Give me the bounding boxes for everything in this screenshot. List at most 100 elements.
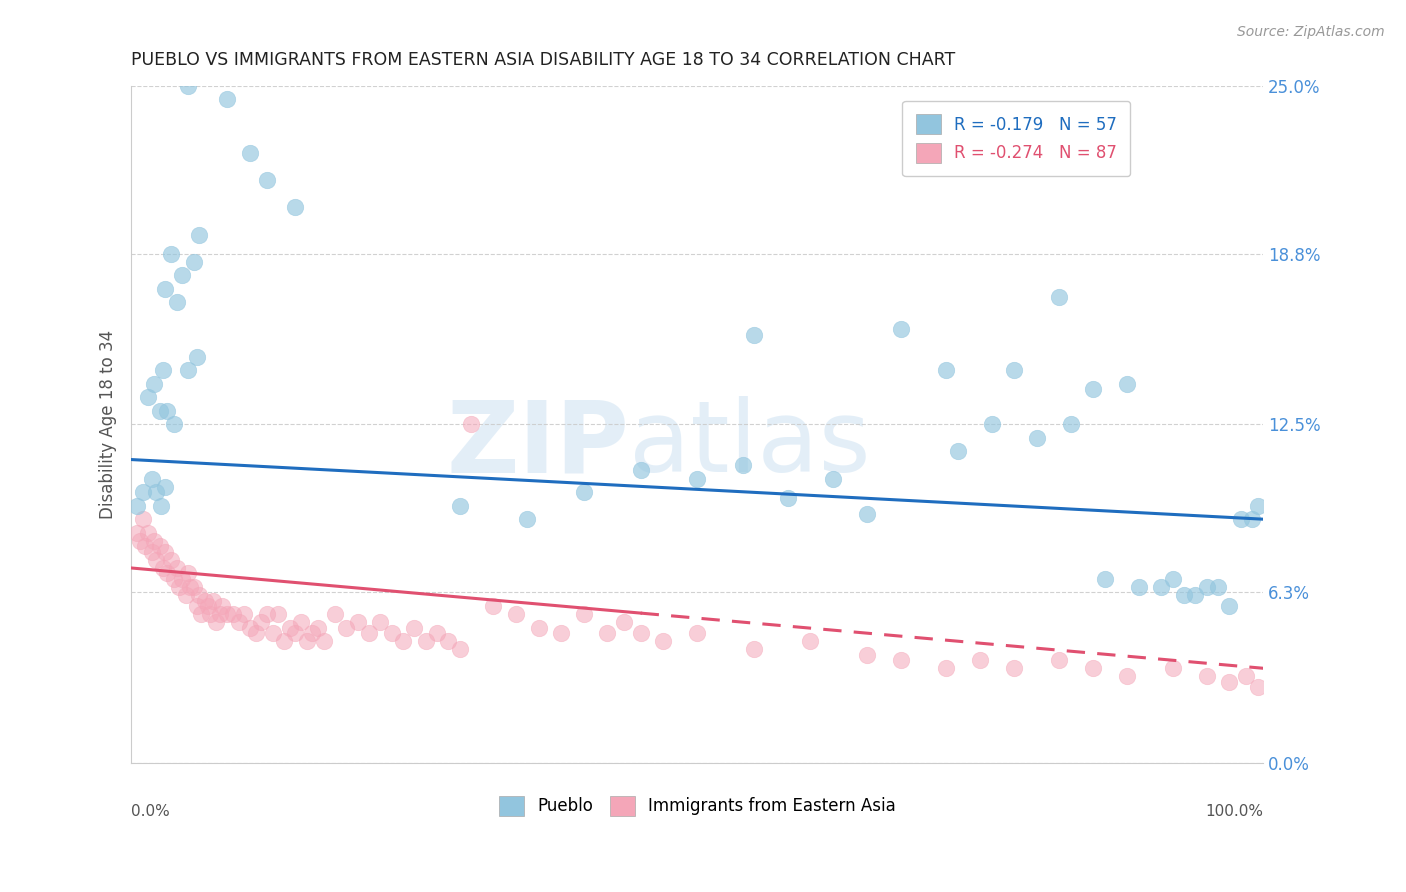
Point	[284, 626, 307, 640]
Point	[172, 572, 194, 586]
Point	[742, 642, 765, 657]
Point	[1049, 290, 1071, 304]
Point	[482, 599, 505, 613]
Point	[460, 417, 482, 432]
Point	[256, 607, 278, 621]
Point	[167, 580, 190, 594]
Point	[188, 588, 211, 602]
Point	[1116, 669, 1139, 683]
Point	[233, 607, 256, 621]
Point	[148, 539, 170, 553]
Point	[323, 607, 346, 621]
Text: PUEBLO VS IMMIGRANTS FROM EASTERN ASIA DISABILITY AGE 18 TO 34 CORRELATION CHART: PUEBLO VS IMMIGRANTS FROM EASTERN ASIA D…	[131, 51, 956, 69]
Point	[262, 626, 284, 640]
Point	[392, 634, 415, 648]
Point	[145, 485, 167, 500]
Point	[1094, 572, 1116, 586]
Point	[129, 533, 152, 548]
Point	[201, 593, 224, 607]
Point	[273, 634, 295, 648]
Point	[1229, 512, 1251, 526]
Point	[1240, 512, 1263, 526]
Point	[174, 588, 197, 602]
Point	[217, 92, 239, 106]
Point	[136, 525, 159, 540]
Point	[613, 615, 636, 630]
Point	[449, 499, 471, 513]
Point	[890, 653, 912, 667]
Point	[368, 615, 391, 630]
Point	[301, 626, 323, 640]
Point	[890, 322, 912, 336]
Point	[980, 417, 1002, 432]
Point	[1002, 363, 1025, 377]
Point	[357, 626, 380, 640]
Point	[404, 621, 426, 635]
Point	[437, 634, 460, 648]
Point	[278, 621, 301, 635]
Text: ZIP: ZIP	[447, 396, 630, 493]
Point	[307, 621, 329, 635]
Point	[152, 561, 174, 575]
Point	[136, 390, 159, 404]
Point	[186, 350, 208, 364]
Point	[1195, 669, 1218, 683]
Point	[125, 525, 148, 540]
Point	[1083, 661, 1105, 675]
Point	[295, 634, 318, 648]
Point	[415, 634, 437, 648]
Point	[1060, 417, 1083, 432]
Point	[1161, 572, 1184, 586]
Point	[179, 580, 201, 594]
Text: 100.0%: 100.0%	[1205, 804, 1263, 819]
Point	[145, 553, 167, 567]
Point	[1246, 680, 1268, 694]
Point	[125, 499, 148, 513]
Text: atlas: atlas	[630, 396, 870, 493]
Point	[190, 607, 212, 621]
Point	[156, 566, 179, 581]
Point	[505, 607, 527, 621]
Point	[131, 485, 153, 500]
Point	[1128, 580, 1150, 594]
Text: Source: ZipAtlas.com: Source: ZipAtlas.com	[1237, 25, 1385, 39]
Point	[186, 599, 208, 613]
Point	[516, 512, 538, 526]
Point	[335, 621, 357, 635]
Point	[630, 626, 652, 640]
Point	[256, 173, 278, 187]
Point	[134, 539, 156, 553]
Point	[166, 295, 188, 310]
Text: 0.0%: 0.0%	[131, 804, 170, 819]
Point	[183, 254, 205, 268]
Point	[776, 491, 799, 505]
Point	[222, 607, 245, 621]
Point	[1161, 661, 1184, 675]
Point	[142, 376, 165, 391]
Point	[163, 572, 186, 586]
Point	[160, 553, 183, 567]
Point	[177, 363, 200, 377]
Point	[935, 363, 957, 377]
Point	[969, 653, 991, 667]
Point	[1083, 382, 1105, 396]
Point	[194, 593, 217, 607]
Point	[595, 626, 617, 640]
Point	[160, 246, 183, 260]
Point	[1195, 580, 1218, 594]
Point	[1206, 580, 1229, 594]
Point	[183, 580, 205, 594]
Point	[381, 626, 404, 640]
Point	[290, 615, 312, 630]
Y-axis label: Disability Age 18 to 34: Disability Age 18 to 34	[100, 330, 117, 519]
Point	[856, 648, 879, 662]
Point	[572, 485, 595, 500]
Point	[149, 499, 172, 513]
Point	[652, 634, 675, 648]
Point	[177, 566, 200, 581]
Point	[152, 363, 174, 377]
Point	[166, 561, 188, 575]
Point	[449, 642, 471, 657]
Point	[1184, 588, 1206, 602]
Point	[200, 607, 222, 621]
